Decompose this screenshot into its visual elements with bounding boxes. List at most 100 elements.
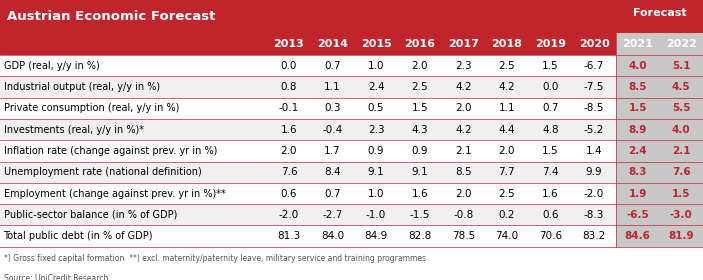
- Text: 4.2: 4.2: [498, 82, 515, 92]
- Text: *) Gross fixed capital formation  **) excl. maternity/paternity leave, military : *) Gross fixed capital formation **) exc…: [4, 254, 425, 263]
- Text: 0.3: 0.3: [324, 103, 341, 113]
- Text: Industrial output (real, y/y in %): Industrial output (real, y/y in %): [4, 82, 160, 92]
- Text: 2020: 2020: [579, 39, 610, 49]
- Text: 2022: 2022: [666, 39, 697, 49]
- Text: Source: UniCredit Research: Source: UniCredit Research: [4, 274, 108, 280]
- FancyBboxPatch shape: [0, 32, 703, 55]
- Text: 8.9: 8.9: [628, 125, 647, 135]
- Text: 9.1: 9.1: [368, 167, 385, 177]
- Text: -6.5: -6.5: [626, 210, 649, 220]
- Text: 8.3: 8.3: [628, 167, 647, 177]
- Text: Inflation rate (change against prev. yr in %): Inflation rate (change against prev. yr …: [4, 146, 217, 156]
- Text: 9.9: 9.9: [586, 167, 602, 177]
- Text: 4.4: 4.4: [498, 125, 515, 135]
- Text: 1.7: 1.7: [324, 146, 341, 156]
- FancyBboxPatch shape: [0, 204, 703, 225]
- Text: 2.5: 2.5: [411, 82, 428, 92]
- Text: 2015: 2015: [361, 39, 392, 49]
- Text: 4.8: 4.8: [542, 125, 559, 135]
- Text: 5.1: 5.1: [672, 61, 690, 71]
- Text: 1.1: 1.1: [324, 82, 341, 92]
- Text: -3.0: -3.0: [670, 210, 692, 220]
- Text: 2.3: 2.3: [455, 61, 472, 71]
- Text: 2.0: 2.0: [498, 146, 515, 156]
- Text: 0.7: 0.7: [324, 61, 341, 71]
- Text: 7.4: 7.4: [542, 167, 559, 177]
- FancyBboxPatch shape: [616, 76, 703, 98]
- Text: 2.4: 2.4: [368, 82, 385, 92]
- Text: -8.3: -8.3: [584, 210, 604, 220]
- Text: 1.4: 1.4: [586, 146, 602, 156]
- Text: 2.5: 2.5: [498, 61, 515, 71]
- Text: 0.5: 0.5: [368, 103, 385, 113]
- Text: -0.1: -0.1: [279, 103, 299, 113]
- Text: 1.5: 1.5: [628, 103, 647, 113]
- Text: -2.7: -2.7: [323, 210, 342, 220]
- FancyBboxPatch shape: [0, 98, 703, 119]
- FancyBboxPatch shape: [616, 32, 703, 55]
- Text: 1.6: 1.6: [280, 125, 297, 135]
- FancyBboxPatch shape: [0, 119, 703, 140]
- FancyBboxPatch shape: [616, 183, 703, 204]
- Text: 2.5: 2.5: [498, 188, 515, 199]
- FancyBboxPatch shape: [616, 225, 703, 247]
- Text: 4.0: 4.0: [672, 125, 690, 135]
- Text: 82.8: 82.8: [408, 231, 432, 241]
- Text: 4.2: 4.2: [455, 125, 472, 135]
- Text: 84.9: 84.9: [364, 231, 388, 241]
- Text: 4.5: 4.5: [672, 82, 690, 92]
- Text: -1.5: -1.5: [410, 210, 430, 220]
- Text: Investments (real, y/y in %)*: Investments (real, y/y in %)*: [4, 125, 143, 135]
- Text: -0.4: -0.4: [323, 125, 342, 135]
- Text: 7.6: 7.6: [672, 167, 690, 177]
- Text: 0.0: 0.0: [280, 61, 297, 71]
- Text: 4.2: 4.2: [455, 82, 472, 92]
- FancyBboxPatch shape: [0, 225, 703, 247]
- Text: 2.0: 2.0: [455, 188, 472, 199]
- Text: 0.0: 0.0: [542, 82, 559, 92]
- Text: 7.6: 7.6: [280, 167, 297, 177]
- FancyBboxPatch shape: [616, 162, 703, 183]
- Text: Total public debt (in % of GDP): Total public debt (in % of GDP): [4, 231, 153, 241]
- FancyBboxPatch shape: [0, 183, 703, 204]
- FancyBboxPatch shape: [616, 140, 703, 162]
- Text: 2017: 2017: [448, 39, 479, 49]
- Text: -5.2: -5.2: [584, 125, 604, 135]
- Text: 2014: 2014: [317, 39, 348, 49]
- Text: 1.0: 1.0: [368, 188, 385, 199]
- Text: 1.1: 1.1: [498, 103, 515, 113]
- Text: -0.8: -0.8: [453, 210, 473, 220]
- Text: 74.0: 74.0: [496, 231, 518, 241]
- Text: -2.0: -2.0: [279, 210, 299, 220]
- Text: -6.7: -6.7: [584, 61, 604, 71]
- FancyBboxPatch shape: [616, 98, 703, 119]
- Text: 9.1: 9.1: [411, 167, 428, 177]
- Text: 7.7: 7.7: [498, 167, 515, 177]
- Text: 5.5: 5.5: [672, 103, 690, 113]
- FancyBboxPatch shape: [0, 76, 703, 98]
- Text: 1.6: 1.6: [542, 188, 559, 199]
- Text: 0.6: 0.6: [542, 210, 559, 220]
- Text: 4.0: 4.0: [628, 61, 647, 71]
- Text: 0.7: 0.7: [542, 103, 559, 113]
- Text: 1.5: 1.5: [411, 103, 428, 113]
- Text: Unemployment rate (national definition): Unemployment rate (national definition): [4, 167, 201, 177]
- Text: 2.0: 2.0: [280, 146, 297, 156]
- FancyBboxPatch shape: [616, 204, 703, 225]
- Text: 2013: 2013: [273, 39, 304, 49]
- Text: 2016: 2016: [404, 39, 435, 49]
- FancyBboxPatch shape: [0, 55, 703, 76]
- Text: 0.6: 0.6: [280, 188, 297, 199]
- Text: 2018: 2018: [491, 39, 522, 49]
- FancyBboxPatch shape: [616, 119, 703, 140]
- Text: 2.1: 2.1: [455, 146, 472, 156]
- Text: 2021: 2021: [622, 39, 653, 49]
- Text: -8.5: -8.5: [584, 103, 604, 113]
- Text: 0.9: 0.9: [368, 146, 385, 156]
- Text: Forecast: Forecast: [633, 8, 686, 18]
- Text: 8.5: 8.5: [628, 82, 647, 92]
- Text: 1.6: 1.6: [411, 188, 428, 199]
- Text: Private consumption (real, y/y in %): Private consumption (real, y/y in %): [4, 103, 179, 113]
- Text: 1.0: 1.0: [368, 61, 385, 71]
- Text: -7.5: -7.5: [584, 82, 604, 92]
